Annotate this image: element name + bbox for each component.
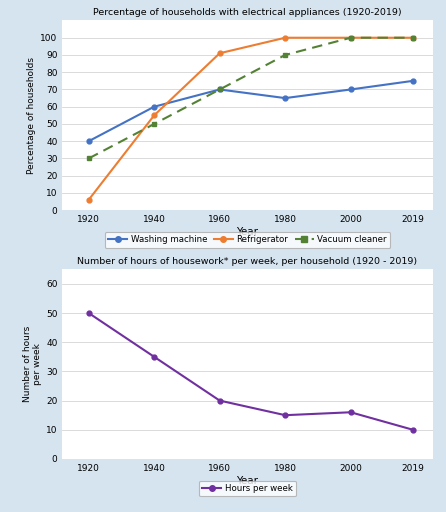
Hours per week <box>152 354 157 360</box>
Vacuum cleaner <box>282 52 288 58</box>
Washing machine <box>217 87 223 93</box>
Hours per week <box>217 397 223 403</box>
Refrigerator <box>282 35 288 41</box>
X-axis label: Year: Year <box>236 227 259 237</box>
Hours per week <box>410 426 416 433</box>
Refrigerator <box>152 112 157 118</box>
Vacuum cleaner <box>152 121 157 127</box>
Vacuum cleaner <box>86 156 91 162</box>
Line: Hours per week: Hours per week <box>86 311 415 432</box>
Washing machine <box>348 87 353 93</box>
Vacuum cleaner <box>348 35 353 41</box>
Refrigerator <box>348 35 353 41</box>
Washing machine <box>282 95 288 101</box>
Refrigerator <box>410 35 416 41</box>
Legend: Hours per week: Hours per week <box>199 481 296 497</box>
Refrigerator <box>86 197 91 203</box>
Title: Percentage of households with electrical appliances (1920-2019): Percentage of households with electrical… <box>93 8 402 17</box>
Hours per week <box>86 310 91 316</box>
Vacuum cleaner <box>410 35 416 41</box>
Line: Washing machine: Washing machine <box>86 78 415 144</box>
Hours per week <box>348 409 353 415</box>
Washing machine <box>86 138 91 144</box>
Refrigerator <box>217 50 223 56</box>
Title: Number of hours of housework* per week, per household (1920 - 2019): Number of hours of housework* per week, … <box>78 257 417 266</box>
Hours per week <box>282 412 288 418</box>
Y-axis label: Percentage of households: Percentage of households <box>27 57 36 174</box>
Legend: Washing machine, Refrigerator, Vacuum cleaner: Washing machine, Refrigerator, Vacuum cl… <box>105 232 390 248</box>
Washing machine <box>152 103 157 110</box>
Line: Vacuum cleaner: Vacuum cleaner <box>86 35 415 161</box>
Vacuum cleaner <box>217 87 223 93</box>
Washing machine <box>410 78 416 84</box>
Y-axis label: Number of hours
per week: Number of hours per week <box>22 326 42 402</box>
X-axis label: Year: Year <box>236 476 259 485</box>
Line: Refrigerator: Refrigerator <box>86 35 415 202</box>
